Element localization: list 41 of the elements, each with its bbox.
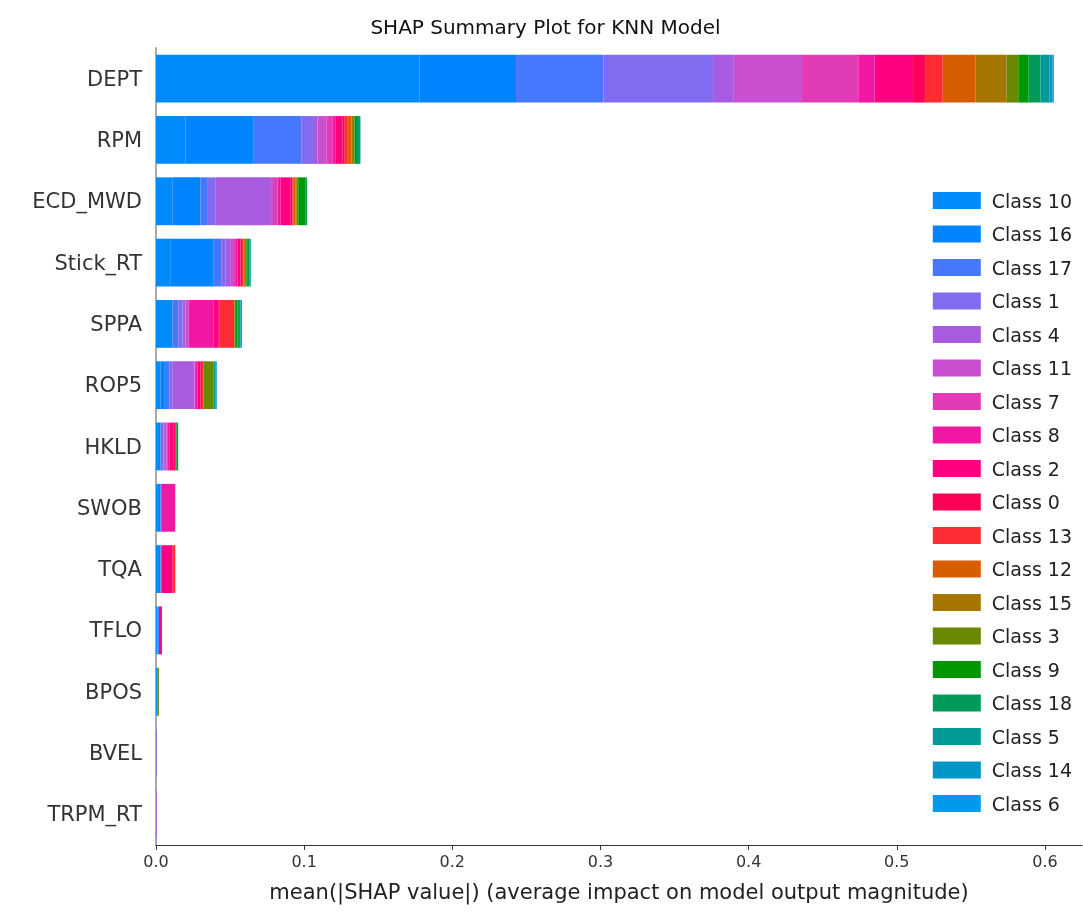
y-tick-label: RPM [96, 127, 142, 152]
legend-label: Class 16 [991, 223, 1072, 245]
legend-label: Class 1 [991, 290, 1060, 312]
x-tick-label: 0.1 [291, 851, 317, 871]
y-tick-label: SPPA [90, 311, 143, 336]
y-tick-label: ROP5 [84, 373, 142, 398]
legend-label: Class 8 [991, 424, 1060, 446]
legend-label: Class 18 [991, 692, 1072, 714]
legend-label: Class 2 [991, 457, 1060, 480]
legend-label: Class 10 [991, 189, 1072, 212]
legend-label: Class 9 [991, 658, 1060, 681]
y-tick-label: TFLO [88, 618, 142, 643]
x-tick-label: 0.3 [587, 851, 614, 871]
y-tick-label: HKLD [84, 434, 142, 459]
legend-label: Class 14 [991, 759, 1072, 781]
y-tick-label: TRPM_RT [46, 802, 143, 828]
y-tick-label: DEPT [87, 66, 143, 91]
y-tick-label: SWOB [76, 495, 142, 520]
y-tick-label: BPOS [85, 679, 142, 704]
y-tick-label: TQA [97, 557, 143, 582]
y-tick-label: ECD_MWD [32, 189, 142, 215]
legend-label: Class 11 [991, 357, 1072, 379]
legend-label: Class 12 [991, 558, 1072, 580]
legend-label: Class 17 [991, 256, 1072, 279]
x-tick-label: 0.0 [143, 851, 169, 871]
legend-label: Class 0 [991, 491, 1060, 513]
legend-label: Class 5 [991, 725, 1060, 748]
y-tick-label: BVEL [88, 741, 143, 766]
x-tick-label: 0.5 [884, 851, 910, 871]
legend-label: Class 3 [991, 625, 1060, 647]
y-tick-label: Stick_RT [54, 250, 143, 276]
x-axis-title: mean(|SHAP value|) (average impact on model output magnitude) [269, 879, 969, 905]
legend-label: Class 15 [991, 591, 1072, 614]
x-tick-label: 0.6 [1032, 851, 1058, 871]
legend-label: Class 7 [991, 390, 1060, 413]
chart-title: SHAP Summary Plot for KNN Model [370, 15, 721, 39]
legend-label: Class 13 [991, 524, 1072, 547]
x-tick-label: 0.2 [439, 851, 466, 871]
legend-label: Class 6 [991, 792, 1060, 815]
x-tick-label: 0.4 [735, 851, 762, 871]
legend-label: Class 4 [991, 323, 1060, 346]
